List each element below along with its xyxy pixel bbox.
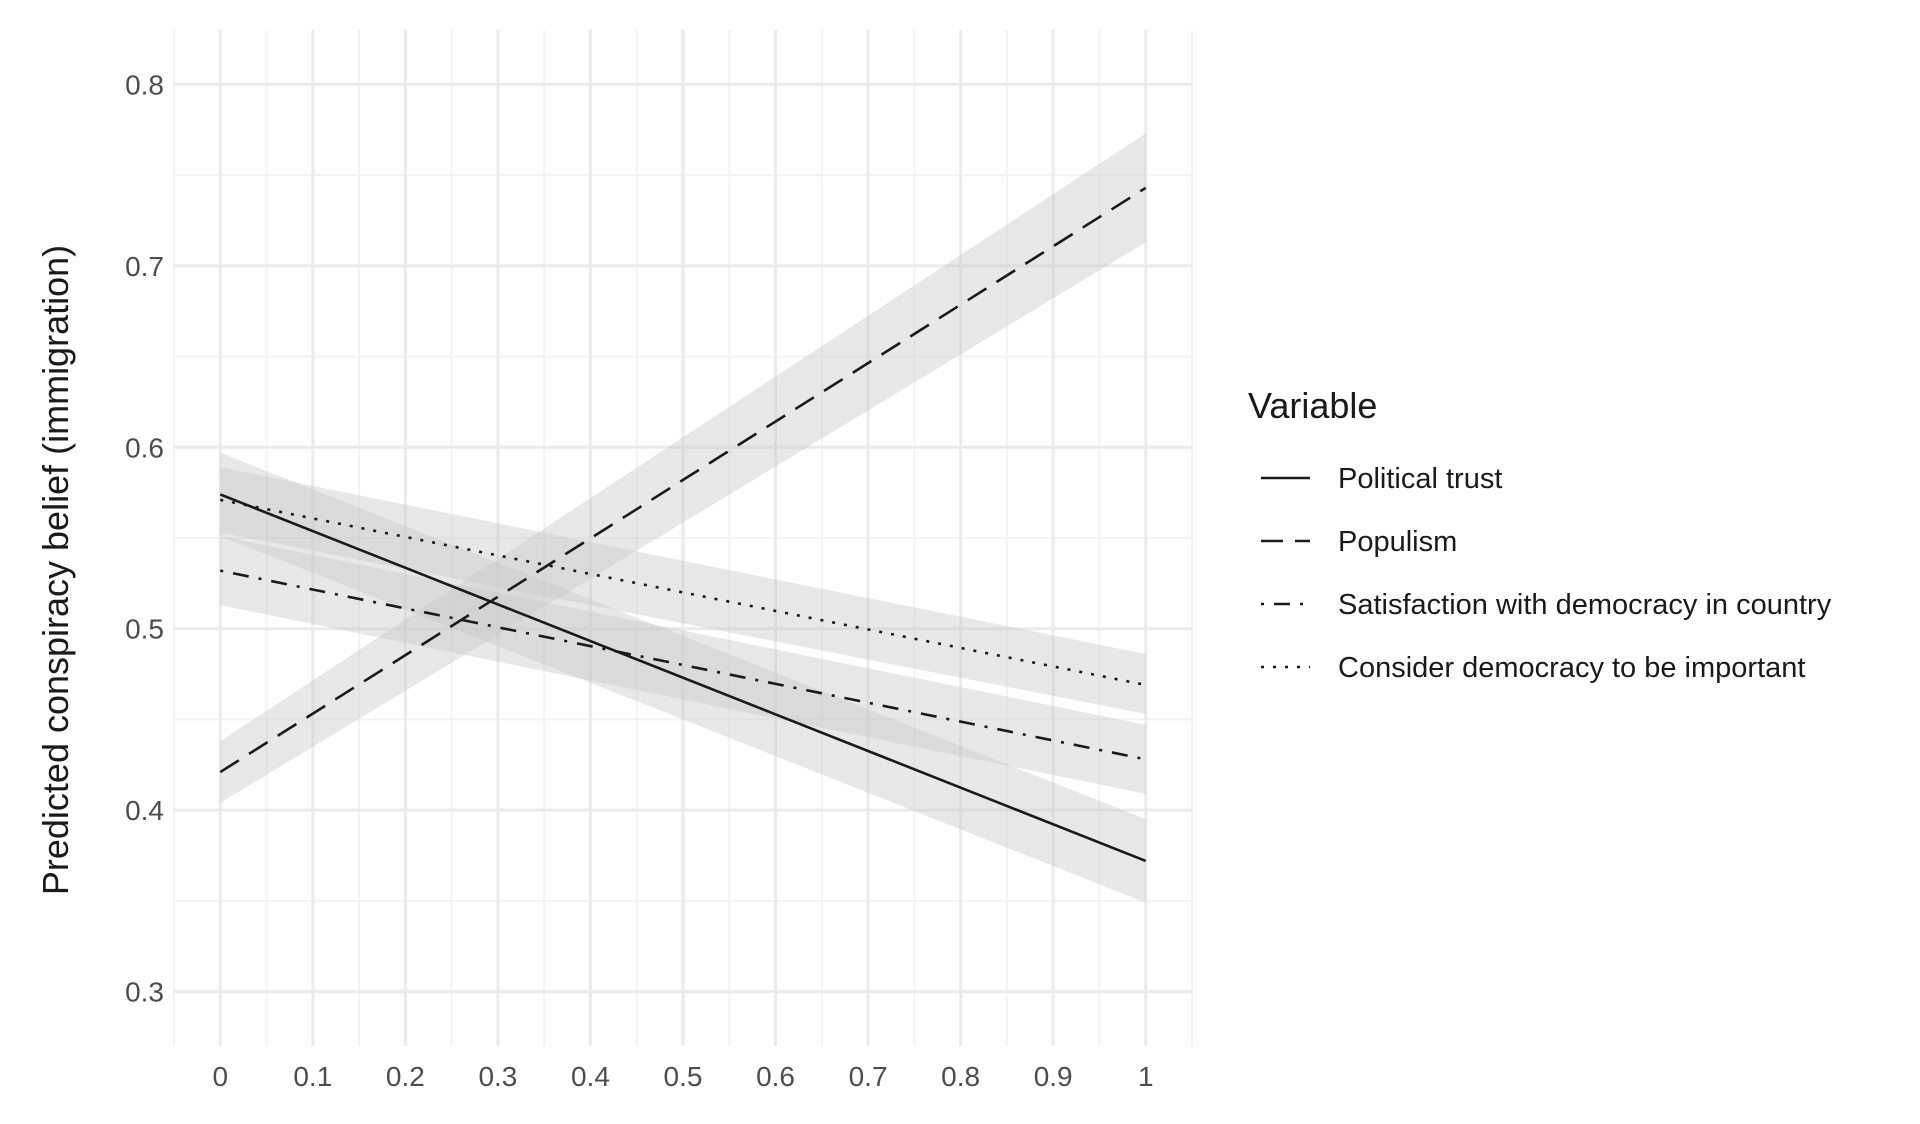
x-tick-label: 0.8 [941, 1061, 980, 1092]
x-tick-label: 1 [1138, 1061, 1154, 1092]
x-tick-label: 0.4 [571, 1061, 610, 1092]
y-tick-label: 0.7 [125, 251, 164, 282]
y-tick-label: 0.6 [125, 432, 164, 463]
legend-label: Satisfaction with democracy in country [1338, 589, 1832, 621]
grid-lines [173, 30, 1193, 1046]
x-axis-ticks: 0 0.1 0.2 0.3 0.4 0.5 0.6 0.7 0.8 0.9 1 [212, 1061, 1153, 1092]
legend-item: Satisfaction with democracy in country [1261, 589, 1832, 621]
x-tick-label: 0.5 [664, 1061, 703, 1092]
legend-label: Political trust [1338, 463, 1502, 495]
ribbon-populism [220, 133, 1146, 803]
y-axis-title: Predicted conspiracy belief (immigration… [35, 245, 76, 895]
y-tick-label: 0.5 [125, 614, 164, 645]
y-tick-label: 0.3 [125, 977, 164, 1008]
line-satisfaction-with-democracy-in-country [220, 569, 1146, 761]
confidence-ribbons [220, 133, 1146, 903]
legend-item: Consider democracy to be important [1261, 652, 1805, 684]
y-axis-ticks: 0.3 0.4 0.5 0.6 0.7 0.8 [125, 69, 164, 1007]
line-consider-democracy-to-be-important [220, 498, 1146, 687]
x-tick-label: 0.6 [756, 1061, 795, 1092]
x-tick-label: 0.3 [478, 1061, 517, 1092]
ribbon-consider-democracy-to-be-important [220, 467, 1146, 714]
series-lines [219, 186, 1147, 863]
legend-label: Populism [1338, 526, 1457, 558]
x-tick-label: 0.9 [1034, 1061, 1073, 1092]
legend: Variable Political trust Populism Satisfac… [1248, 385, 1832, 684]
y-tick-label: 0.4 [125, 795, 164, 826]
legend-label: Consider democracy to be important [1338, 652, 1805, 684]
line-political-trust [219, 493, 1147, 863]
x-tick-label: 0.2 [386, 1061, 425, 1092]
x-tick-label: 0.7 [849, 1061, 888, 1092]
x-tick-label: 0.1 [293, 1061, 332, 1092]
y-tick-label: 0.8 [125, 69, 164, 100]
legend-item: Political trust [1261, 463, 1502, 495]
line-populism [219, 186, 1147, 774]
ribbon-satisfaction-with-democracy-in-country [220, 536, 1146, 794]
legend-title: Variable [1248, 385, 1377, 426]
legend-item: Populism [1261, 526, 1457, 558]
x-tick-label: 0 [212, 1061, 228, 1092]
